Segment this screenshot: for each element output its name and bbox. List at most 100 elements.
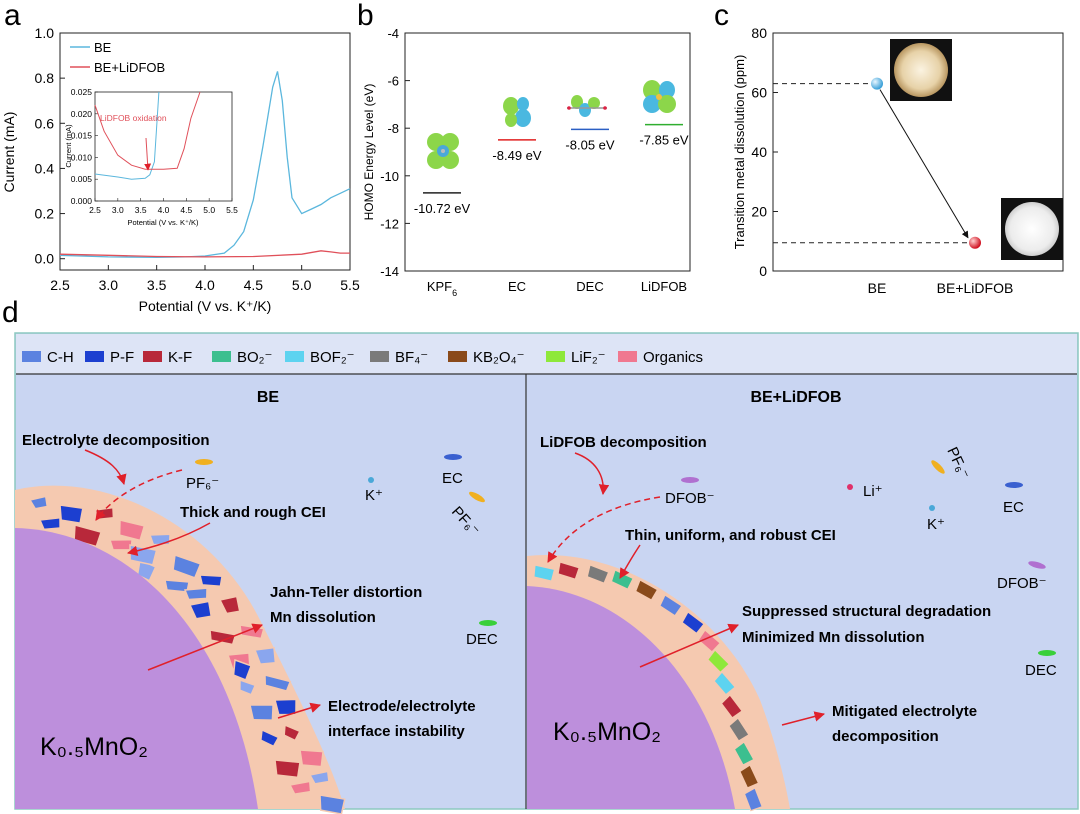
cei-fragment	[733, 741, 755, 766]
legend-swatch	[448, 351, 467, 362]
c-ytick-label: 80	[751, 25, 767, 41]
c-ytick-label: 40	[751, 144, 767, 160]
inset-xlabel: Potential (V vs. K⁺/K)	[127, 218, 199, 227]
lidfob-species-li: Li⁺	[863, 483, 883, 500]
cei-fragment	[720, 694, 743, 719]
legend-label: BO₂⁻	[237, 349, 272, 366]
panel-c-chart: 0 20 40 60 80 Transition metal dissolution (…	[732, 25, 1064, 296]
cei-fragment	[172, 553, 202, 579]
c-ytick-label: 20	[751, 204, 767, 220]
legend-lidfob-label: BE+LiDFOB	[94, 60, 165, 75]
b-ytick-label: -10	[380, 169, 399, 184]
cei-fragment	[659, 594, 683, 617]
legend-swatch	[22, 351, 41, 362]
cei-fragment	[533, 564, 556, 582]
lidfob-dfob-path	[547, 496, 661, 563]
inset-ytick-label: 0.000	[71, 196, 93, 206]
b-ytick-label: -6	[387, 74, 399, 89]
cei-fragment	[264, 674, 292, 692]
be-title: BE	[257, 389, 280, 406]
a-ytick-label: 0.0	[35, 251, 55, 267]
be-note-decomposition: Electrolyte decomposition	[22, 432, 210, 449]
be-cathode	[15, 528, 258, 809]
pf6-molecule-icon-3	[931, 460, 945, 474]
c-category-label: BE	[868, 280, 887, 296]
inset-xtick-label: 3.5	[135, 205, 147, 215]
inset-xtick-label: 4.5	[180, 205, 192, 215]
lidfob-species-dfob-2: DFOB⁻	[997, 575, 1047, 592]
cei-fragment	[260, 728, 280, 748]
inset-xtick-label: 4.0	[158, 205, 170, 215]
panel-letter-b: b	[357, 0, 374, 32]
dec-molecule-icon-2	[1038, 650, 1056, 656]
be-mn-arrow	[147, 623, 263, 671]
lidfob-decomposition-arrow	[574, 452, 610, 496]
cei-fragment	[183, 587, 208, 601]
cei-fragment	[288, 780, 312, 795]
lidfob-species-ec: EC	[1003, 499, 1024, 516]
b-value-label: -8.05 eV	[565, 137, 614, 152]
a-xtick-label: 5.5	[340, 277, 360, 293]
b-category-label: EC	[508, 279, 526, 294]
pf6-molecule-icon	[195, 459, 213, 465]
be-electrode-disc	[894, 43, 948, 97]
a-ytick-label: 1.0	[35, 25, 55, 41]
be-note-jahn-teller: Jahn-Teller distortion	[270, 584, 422, 601]
inset-xtick-label: 5.0	[203, 205, 215, 215]
panel-b-chart: -14 -12 -10 -8 -6 -4 HOMO Energy Level (eV) -…	[362, 26, 691, 298]
a-xtick-label: 4.0	[195, 277, 215, 293]
inset-annotation: LiDFOB oxidation	[100, 113, 167, 123]
c-point-lidfob	[969, 236, 981, 249]
cei-fragment	[274, 698, 297, 716]
cei-fragment	[713, 671, 737, 696]
cei-fragment	[557, 561, 580, 580]
pf6-molecule-icon-2	[469, 491, 485, 503]
b-ytick-label: -12	[380, 216, 399, 231]
panel-a-inset: 2.5 3.0 3.5 4.0 4.5 5.0 5.5 0.000 0.005 0.010 0.01…	[64, 87, 238, 227]
a-xtick-label: 5.0	[292, 277, 312, 293]
cei-fragment	[218, 595, 241, 615]
k-ion-icon	[368, 477, 374, 483]
legend-swatch	[143, 351, 162, 362]
c-ytick-label: 60	[751, 85, 767, 101]
cei-fragment	[232, 658, 253, 681]
inset-ytick-label: 0.025	[71, 87, 93, 97]
panel-a-ylabel: Current (mA)	[1, 112, 17, 193]
legend-label: BOF₂⁻	[310, 349, 355, 366]
dec-orbital-image	[567, 95, 607, 117]
a-series-line-lidfob	[59, 250, 350, 258]
legend-swatch	[370, 351, 389, 362]
be-species-dec: DEC	[466, 631, 498, 648]
b-value-label: -7.85 eV	[639, 133, 688, 148]
lidfob-cei-fragments	[533, 561, 764, 812]
lidfob-species-k: K⁺	[927, 516, 945, 533]
legend-label: BF₄⁻	[395, 349, 428, 366]
dfob-molecule-icon	[681, 477, 699, 483]
lidfob-note-mitigated-1: Mitigated electrolyte	[832, 703, 977, 720]
legend-swatch	[212, 351, 231, 362]
legend-swatch	[285, 351, 304, 362]
legend-label: Organics	[643, 349, 703, 366]
b-category-label: DEC	[576, 279, 603, 294]
inset-ylabel: Current (mA)	[64, 124, 73, 168]
lidfob-mitigated-arrow	[781, 711, 826, 726]
a-xtick-label: 4.5	[244, 277, 264, 293]
lidfob-cathode-label: K₀.₅MnO₂	[553, 718, 661, 746]
inset-series-line-lidfob	[94, 91, 201, 170]
panel-d-schematic: C-H P-F K-F BO₂⁻ BOF₂⁻ BF₄⁻ KB₂O₄⁻ LiF₂⁻ Organic…	[14, 332, 1079, 814]
inset-xtick-label: 3.0	[112, 205, 124, 215]
cei-fragment	[199, 574, 223, 588]
lidfob-note-suppressed: Suppressed structural degradation	[742, 603, 991, 620]
be-note-interface-2: interface instability	[328, 723, 465, 740]
panel-letter-c: c	[714, 0, 729, 32]
lidfob-cathode	[527, 586, 735, 809]
legend-label: LiF₂⁻	[571, 349, 606, 366]
be-cathode-label: K₀.₅MnO₂	[40, 733, 148, 761]
cei-fragment	[249, 704, 274, 721]
lidfob-species-dec: DEC	[1025, 662, 1057, 679]
panel-letter-a: a	[4, 0, 21, 32]
inset-ytick-label: 0.020	[71, 109, 93, 119]
a-xtick-label: 3.0	[99, 277, 119, 293]
inset-xtick-label: 5.5	[226, 205, 238, 215]
